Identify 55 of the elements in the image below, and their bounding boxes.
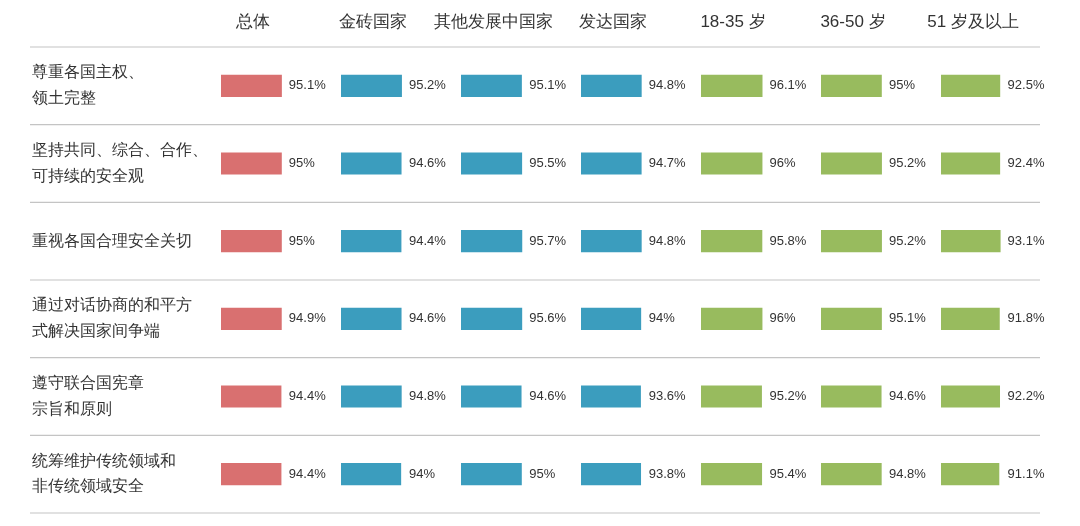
- chart-title: 总体: [235, 11, 270, 31]
- data-label: 94.6%: [888, 388, 927, 404]
- chart-title: 18-35 岁: [700, 11, 766, 31]
- data-label: 95%: [288, 232, 316, 248]
- data-label: 94%: [408, 465, 436, 481]
- y-tick-label: 统筹维护传统领域和非传统领域安全: [32, 451, 176, 495]
- chart-title: 51 岁及以上: [927, 11, 1019, 31]
- data-label: 94.4%: [288, 388, 327, 404]
- data-label: 95.2%: [888, 232, 927, 248]
- data-label: 95%: [288, 155, 316, 171]
- data-label: 95.4%: [769, 465, 807, 481]
- y-tick-label: 通过对话协商的和平方式解决国家间争端: [32, 296, 192, 340]
- data-label: 94.6%: [408, 310, 447, 326]
- data-label: 92.5%: [1007, 77, 1045, 93]
- y-tick-label: 坚持共同、综合、合作、可持续的安全观: [32, 141, 208, 184]
- data-label: 94.4%: [408, 232, 447, 248]
- data-label: 94.7%: [648, 155, 686, 171]
- data-label: 95.1%: [288, 77, 327, 93]
- data-label: 95%: [529, 465, 556, 481]
- data-label: 94.6%: [408, 155, 447, 171]
- data-label: 92.2%: [1007, 388, 1045, 404]
- data-label: 94.8%: [408, 388, 447, 404]
- data-label: 94.8%: [648, 77, 686, 93]
- data-label: 94.8%: [888, 465, 927, 481]
- data-label: 96%: [769, 155, 796, 171]
- y-tick-label: 遵守联合国宪章宗旨和原则: [32, 374, 144, 417]
- data-label: 94%: [648, 310, 676, 326]
- data-label: 94.9%: [288, 310, 327, 326]
- data-label: 91.8%: [1007, 310, 1045, 326]
- data-label: 95.6%: [529, 310, 567, 326]
- data-label: 95.2%: [769, 388, 807, 404]
- data-label: 95.7%: [529, 232, 567, 248]
- data-label: 93.6%: [648, 388, 686, 404]
- data-label: 94.4%: [288, 465, 327, 481]
- data-label: 95.5%: [529, 155, 567, 171]
- data-label: 95.2%: [888, 155, 927, 171]
- data-label: 95.1%: [888, 310, 927, 326]
- data-label: 94.8%: [648, 232, 686, 248]
- data-label: 94.6%: [529, 388, 567, 404]
- data-label: 95.1%: [529, 77, 567, 93]
- data-label: 96%: [769, 310, 796, 326]
- data-label: 95.8%: [769, 232, 807, 248]
- data-label: 96.1%: [769, 77, 807, 93]
- data-label: 95%: [888, 77, 916, 93]
- chart-title: 金砖国家: [339, 11, 407, 31]
- chart-title: 36-50 岁: [820, 11, 886, 31]
- data-label: 93.1%: [1007, 232, 1045, 248]
- chart-title: 其他发展中国家: [433, 11, 553, 31]
- data-label: 92.4%: [1007, 155, 1045, 171]
- chart-title: 发达国家: [579, 11, 647, 31]
- data-label: 91.1%: [1007, 465, 1045, 481]
- data-label: 95.2%: [408, 77, 447, 93]
- y-tick-label: 尊重各国主权、领土完整: [32, 63, 144, 107]
- data-label: 93.8%: [648, 465, 686, 481]
- y-tick-label: 重视各国合理安全关切: [32, 231, 192, 249]
